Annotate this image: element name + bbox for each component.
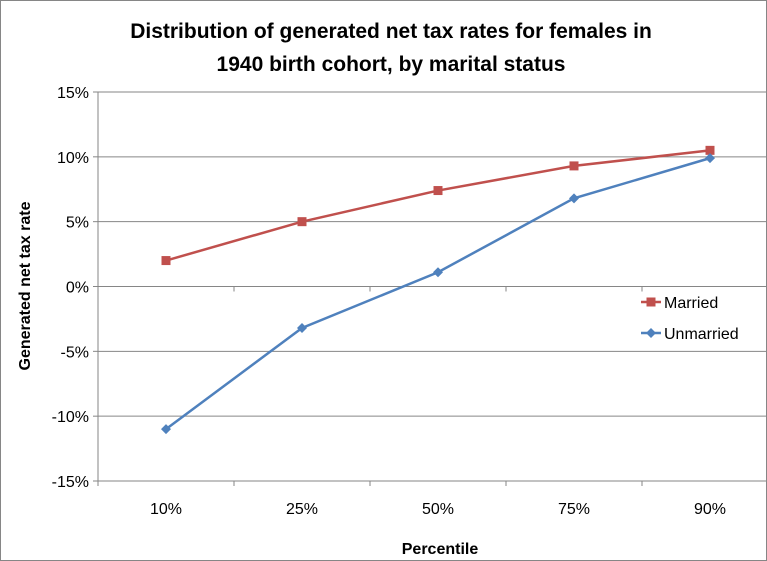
chart-title-line-2: 1940 birth cohort, by marital status bbox=[217, 53, 566, 76]
legend-marker-unmarried bbox=[646, 328, 656, 338]
data-point-unmarried bbox=[569, 193, 579, 204]
y-tick-label: 10% bbox=[57, 150, 89, 167]
data-point-unmarried bbox=[297, 322, 307, 333]
y-axis-title: Generated net tax rate bbox=[17, 201, 34, 370]
legend: Married Unmarried bbox=[641, 295, 739, 343]
y-tick-label: 0% bbox=[66, 280, 89, 297]
data-point-unmarried bbox=[705, 153, 715, 164]
y-tick-label: 5% bbox=[66, 215, 89, 232]
x-tick-label: 50% bbox=[422, 501, 454, 518]
x-tick-label: 10% bbox=[150, 501, 182, 518]
data-point-unmarried bbox=[161, 424, 171, 435]
data-point-unmarried bbox=[433, 267, 443, 278]
series-line-unmarried bbox=[165, 156, 711, 431]
data-point-married bbox=[569, 161, 579, 171]
axes bbox=[93, 91, 767, 486]
x-tick-label: 25% bbox=[286, 501, 318, 518]
y-tick-label: -15% bbox=[52, 474, 89, 491]
y-tick-label: -5% bbox=[61, 344, 89, 361]
x-axis-title: Percentile bbox=[402, 541, 479, 558]
gridlines bbox=[98, 91, 767, 417]
legend-marker-married bbox=[646, 297, 656, 307]
data-point-married bbox=[705, 145, 715, 155]
y-tick-label: -10% bbox=[52, 409, 89, 426]
data-point-married bbox=[297, 217, 307, 227]
x-tick-labels: 10% 25% 50% 75% 90% bbox=[150, 501, 726, 518]
x-tick-label: 90% bbox=[694, 501, 726, 518]
chart-title-line-1: Distribution of generated net tax rates … bbox=[130, 20, 652, 43]
legend-label-married: Married bbox=[664, 295, 718, 312]
legend-label-unmarried: Unmarried bbox=[664, 326, 739, 343]
y-tick-label: 15% bbox=[57, 85, 89, 102]
x-tick-label: 75% bbox=[558, 501, 590, 518]
series-layer bbox=[161, 145, 715, 435]
data-point-married bbox=[161, 256, 171, 266]
series-line-married bbox=[165, 149, 711, 262]
y-tick-labels: 15% 10% 5% 0% -5% -10% -15% bbox=[52, 85, 89, 491]
data-point-married bbox=[433, 186, 443, 196]
